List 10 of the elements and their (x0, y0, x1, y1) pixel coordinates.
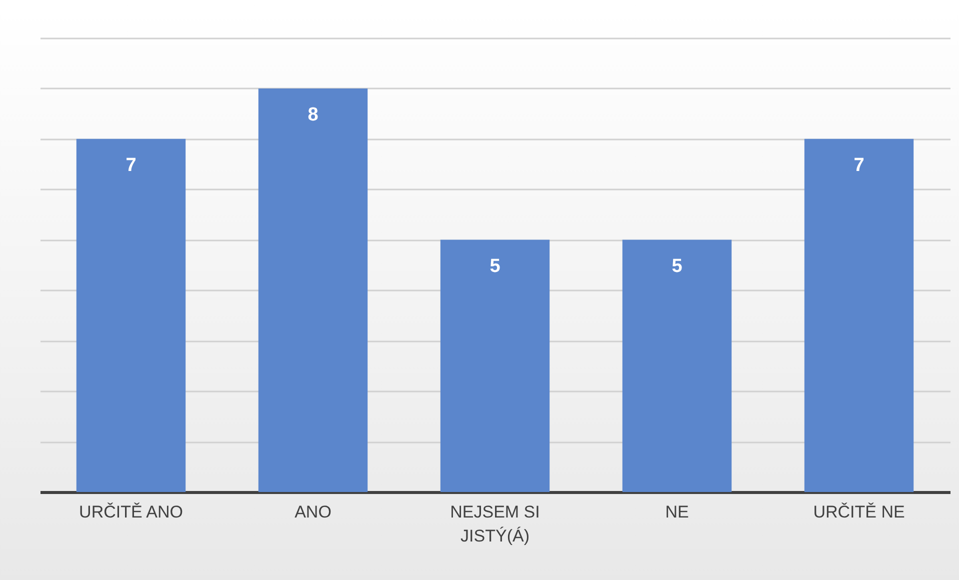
data-label: 5 (490, 256, 501, 277)
data-label: 5 (672, 256, 683, 277)
x-tick-label: ANO (294, 502, 332, 522)
x-tick-label: URČITĚ NE (813, 502, 905, 522)
x-tick-label: NEJSEM SI JISTÝ(Á) (450, 502, 540, 546)
data-label: 7 (854, 154, 864, 176)
x-tick-label: NE (665, 502, 689, 522)
x-tick-label: URČITĚ ANO (79, 502, 183, 522)
data-label: 7 (126, 154, 136, 176)
data-label: 8 (308, 104, 318, 126)
